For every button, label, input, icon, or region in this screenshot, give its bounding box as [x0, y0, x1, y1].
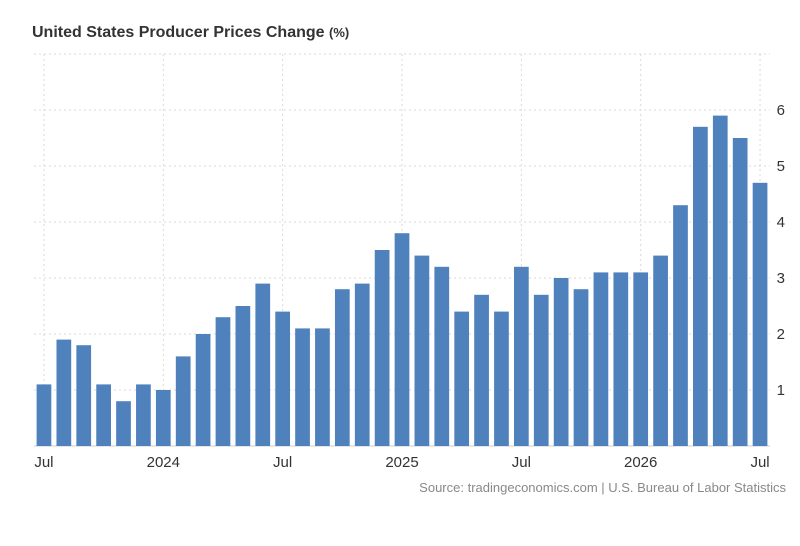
y-axis-tick-labels: 1 2 3 4 5 6	[777, 102, 785, 399]
x-tick-label: 2024	[147, 454, 180, 471]
bar-2024-03	[195, 334, 211, 446]
bar-2025-12	[613, 272, 629, 446]
y-tick-label: 5	[777, 158, 785, 175]
bar-2024-04	[215, 317, 231, 446]
y-tick-label: 3	[777, 270, 785, 287]
bar-2026-06	[732, 138, 748, 446]
bar-2026-05	[712, 115, 728, 446]
bar-2026-04	[693, 126, 708, 447]
bar-2024-10	[334, 289, 350, 446]
bar-2024-11	[354, 283, 370, 446]
bar-2025-08	[533, 294, 549, 446]
chart-title: United States Producer Prices Change (%)	[32, 24, 349, 42]
x-tick-label: Jul	[34, 454, 53, 471]
source-note: Source: tradingeconomics.com | U.S. Bure…	[419, 480, 786, 495]
x-tick-label: 2025	[385, 454, 418, 471]
bar-2025-11	[593, 272, 609, 446]
x-tick-label: Jul	[273, 454, 292, 471]
bar-2025-06	[494, 311, 509, 446]
bar-2025-09	[553, 278, 569, 446]
bar-2024-05	[235, 306, 251, 446]
x-tick-label: Jul	[512, 454, 531, 471]
bar-2024-02	[175, 356, 191, 446]
bar-2025-03	[434, 266, 450, 446]
bar-2023-07	[36, 384, 52, 446]
bar-series	[36, 115, 768, 447]
bar-2026-02	[653, 255, 668, 446]
bar-2026-01	[633, 272, 649, 446]
bar-2025-01	[394, 233, 410, 446]
bar-2025-02	[414, 255, 430, 446]
bar-2026-07	[752, 182, 768, 447]
bar-2024-06	[255, 283, 271, 446]
bar-2024-07	[275, 311, 291, 446]
x-axis-tick-labels: Jul 2024 Jul 2025 Jul 2026 Jul	[34, 454, 769, 471]
bar-2025-10	[573, 289, 589, 446]
bar-2026-03	[673, 205, 688, 446]
chart-title-text: United States Producer Prices Change	[32, 24, 325, 41]
y-tick-label: 4	[777, 214, 785, 231]
x-tick-label: 2026	[624, 454, 657, 471]
bar-2025-07	[513, 266, 529, 446]
bar-2024-01	[155, 390, 171, 446]
bar-2024-08	[295, 328, 310, 446]
bar-2025-04	[454, 311, 470, 446]
y-tick-label: 1	[777, 382, 785, 399]
bar-2025-05	[474, 294, 489, 446]
bar-2023-08	[56, 339, 72, 446]
y-tick-label: 6	[777, 102, 785, 119]
bar-2024-09	[315, 328, 330, 446]
bar-2023-12	[136, 384, 151, 446]
bar-2023-11	[116, 401, 131, 446]
bar-2023-10	[96, 384, 111, 446]
bar-2024-12	[374, 250, 390, 446]
chart-title-unit: (%)	[328, 25, 350, 40]
x-tick-label: Jul	[750, 454, 769, 471]
bar-2023-09	[76, 345, 92, 446]
y-tick-label: 2	[777, 326, 785, 343]
